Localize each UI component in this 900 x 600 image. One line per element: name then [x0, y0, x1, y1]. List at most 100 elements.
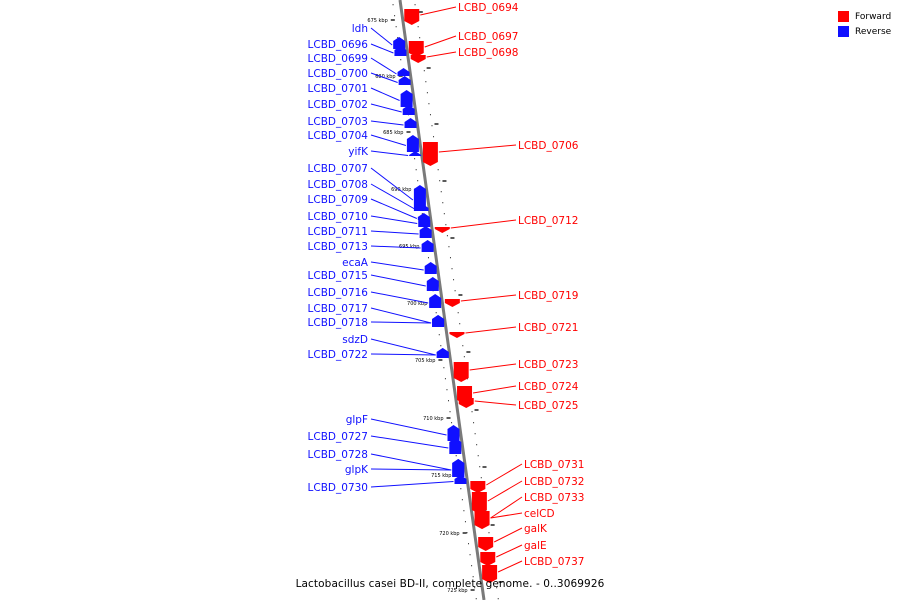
- gene-label[interactable]: LCBD_0703: [308, 116, 368, 128]
- gene-arrow[interactable]: [424, 262, 437, 274]
- gene-arrow[interactable]: [447, 425, 460, 441]
- gene-arrow[interactable]: [400, 90, 413, 107]
- scale-dot: [435, 312, 437, 314]
- gene-arrow[interactable]: [421, 240, 434, 252]
- gene-label[interactable]: celCD: [524, 508, 555, 520]
- gene-label[interactable]: LCBD_0700: [308, 68, 368, 80]
- gene-label[interactable]: LCBD_0706: [518, 140, 579, 152]
- gene-arrow[interactable]: [404, 9, 420, 25]
- gene-arrow[interactable]: [432, 315, 445, 327]
- gene-label[interactable]: LCBD_0712: [518, 215, 578, 227]
- gene-label[interactable]: LCBD_0717: [308, 303, 368, 315]
- gene-leader-line: [469, 363, 517, 371]
- gene-arrow[interactable]: [434, 227, 450, 233]
- gene-label[interactable]: LCBD_0709: [308, 194, 368, 206]
- gene-arrow[interactable]: [453, 362, 469, 382]
- gene-label[interactable]: LCBD_0722: [308, 349, 368, 361]
- gene-label[interactable]: LCBD_0723: [518, 359, 578, 371]
- gene-arrow[interactable]: [429, 294, 442, 308]
- gene-leader-line: [490, 496, 523, 519]
- gene-arrow[interactable]: [449, 332, 465, 338]
- gene-arrow[interactable]: [408, 41, 424, 57]
- gene-arrow[interactable]: [402, 105, 415, 115]
- gene-label[interactable]: LCBD_0702: [308, 99, 368, 111]
- gene-label[interactable]: LCBD_0704: [308, 130, 369, 142]
- gene-leader-line: [370, 215, 418, 224]
- gene-arrow[interactable]: [482, 565, 498, 583]
- gene-label[interactable]: LCBD_0711: [308, 226, 368, 238]
- gene-arrow[interactable]: [444, 299, 460, 307]
- gene-label[interactable]: LCBD_0707: [308, 163, 368, 175]
- gene-arrow[interactable]: [436, 348, 449, 358]
- gene-arrow[interactable]: [470, 481, 486, 493]
- gene-arrow[interactable]: [410, 55, 426, 63]
- scale-dot: [395, 26, 397, 28]
- gene-arrow[interactable]: [397, 68, 410, 76]
- scale-dot: [472, 576, 474, 578]
- scale-dot: [448, 246, 450, 248]
- gene-arrow[interactable]: [422, 142, 438, 166]
- gene-label[interactable]: LCBD_0696: [308, 39, 369, 51]
- gene-label[interactable]: ldh: [352, 23, 368, 35]
- gene-label[interactable]: ecaA: [342, 257, 369, 269]
- gene-label[interactable]: yifK: [348, 146, 369, 158]
- gene-label[interactable]: galE: [524, 540, 547, 552]
- gene-arrow[interactable]: [426, 277, 439, 291]
- gene-label[interactable]: LCBD_0725: [518, 400, 578, 412]
- gene-label[interactable]: galK: [524, 523, 548, 535]
- gene-label[interactable]: LCBD_0728: [308, 449, 368, 461]
- scale-dot: [449, 411, 451, 413]
- gene-arrow[interactable]: [409, 151, 422, 156]
- gene-arrow[interactable]: [452, 459, 465, 477]
- gene-label[interactable]: LCBD_0733: [524, 492, 584, 504]
- gene-arrow[interactable]: [471, 492, 487, 514]
- scale-ticks: 675 kbp 680 kbp 685 kbp 690 kbp 695 kbp 700 k…: [367, 11, 503, 594]
- gene-label[interactable]: LCBD_0737: [524, 556, 584, 568]
- gene-label[interactable]: LCBD_0727: [308, 431, 368, 443]
- gene-label[interactable]: LCBD_0716: [308, 287, 369, 299]
- gene-arrow[interactable]: [449, 438, 462, 454]
- gene-label[interactable]: LCBD_0719: [518, 290, 578, 302]
- gene-label[interactable]: glpK: [345, 464, 369, 476]
- gene-leader-line: [474, 400, 517, 406]
- gene-label[interactable]: LCBD_0701: [308, 83, 368, 95]
- scale-dot: [488, 532, 490, 534]
- gene-arrow[interactable]: [419, 226, 432, 238]
- gene-arrow[interactable]: [454, 475, 467, 484]
- gene-leader-line: [370, 468, 452, 471]
- gene-label[interactable]: LCBD_0721: [518, 322, 578, 334]
- gene-arrow[interactable]: [480, 552, 496, 566]
- gene-arrow[interactable]: [398, 76, 411, 85]
- gene-leader-line: [370, 57, 397, 75]
- gene-arrow[interactable]: [404, 118, 417, 128]
- gene-arrow[interactable]: [394, 46, 407, 56]
- gene-arrow[interactable]: [478, 537, 494, 551]
- gene-arrow[interactable]: [416, 204, 429, 211]
- gene-label[interactable]: LCBD_0724: [518, 381, 579, 393]
- gene-arrow[interactable]: [474, 511, 490, 529]
- gene-label[interactable]: LCBD_0713: [308, 241, 368, 253]
- gene-label[interactable]: LCBD_0732: [524, 476, 584, 488]
- gene-label[interactable]: LCBD_0715: [308, 270, 368, 282]
- gene-label[interactable]: LCBD_0697: [458, 31, 518, 43]
- scale-dot: [392, 4, 394, 6]
- gene-label[interactable]: LCBD_0730: [308, 482, 368, 494]
- gene-label[interactable]: LCBD_0698: [458, 47, 518, 59]
- gene-label[interactable]: LCBD_0718: [308, 317, 368, 329]
- scale-dot: [446, 389, 448, 391]
- gene-label[interactable]: glpF: [346, 414, 368, 426]
- scale-dot: [462, 345, 464, 347]
- gene-label[interactable]: LCBD_0731: [524, 459, 584, 471]
- gene-label[interactable]: sdzD: [342, 334, 368, 346]
- gene-label[interactable]: LCBD_0694: [458, 2, 519, 14]
- gene-leader-line: [370, 120, 404, 126]
- gene-arrow[interactable]: [418, 216, 431, 227]
- gene-arrow[interactable]: [458, 398, 474, 408]
- gene-label[interactable]: LCBD_0710: [308, 211, 368, 223]
- gene-label[interactable]: LCBD_0699: [308, 53, 368, 65]
- gene-arrow[interactable]: [393, 37, 406, 49]
- gene-leader-line: [370, 72, 398, 83]
- gene-label[interactable]: LCBD_0708: [308, 179, 368, 191]
- gene-arrow[interactable]: [406, 135, 419, 152]
